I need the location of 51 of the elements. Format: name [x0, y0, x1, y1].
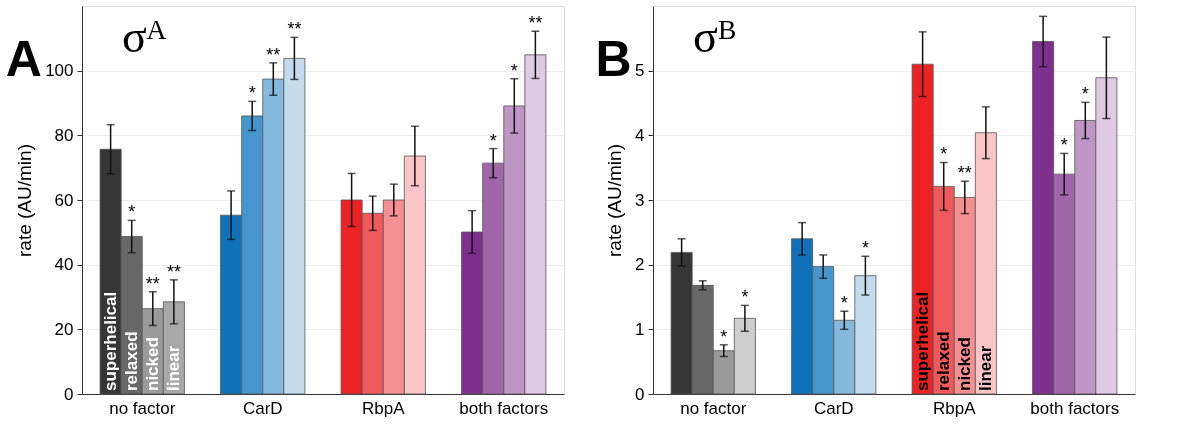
x-tick-label: CarD: [813, 398, 854, 418]
data-label: *: [1060, 135, 1068, 156]
x-tick-label: CarD: [242, 398, 283, 418]
y-tick-label: 5: [635, 61, 645, 81]
y-tick-label: 2: [635, 255, 645, 275]
data-label: *: [128, 202, 136, 223]
data-label: *: [1081, 84, 1089, 105]
data-label: *: [248, 83, 256, 104]
x-tick-label: both factors: [1030, 398, 1120, 418]
data-label: *: [510, 60, 518, 81]
annotation: linear: [975, 345, 995, 391]
y-tick-label: 40: [54, 255, 74, 275]
text: A: [5, 31, 42, 87]
y-tick-label: 0: [635, 384, 645, 404]
x-tick-label: no factor: [109, 398, 176, 418]
data-label: *: [861, 238, 869, 259]
y-tick-label: 100: [45, 61, 74, 81]
data-label: **: [287, 19, 302, 40]
data-label: *: [741, 287, 749, 308]
data-label: **: [145, 273, 160, 294]
y-tick-label: 4: [635, 125, 645, 145]
data-label: **: [957, 163, 972, 184]
y-tick-label: 3: [635, 190, 645, 210]
x-tick-label: both factors: [459, 398, 549, 418]
text: B: [595, 31, 632, 87]
data-label: **: [528, 13, 543, 34]
y-tick-label: 1: [635, 319, 645, 339]
data-label: **: [266, 44, 281, 65]
annotation: linear: [163, 345, 183, 391]
annotation: σᴮ: [693, 11, 736, 62]
x-tick-label: RbpA: [361, 398, 406, 418]
y-axis-title: rate (AU/min): [14, 144, 36, 257]
y-axis-title: rate (AU/min): [604, 144, 626, 257]
annotation: superhelical: [100, 291, 120, 391]
annotation: relaxed: [121, 331, 141, 391]
data-label: **: [166, 261, 181, 282]
annotation: relaxed: [933, 331, 953, 391]
y-tick-label: 60: [54, 190, 74, 210]
annotation: superhelical: [912, 291, 932, 391]
y-tick-label: 20: [54, 319, 74, 339]
x-tick-label: no factor: [680, 398, 747, 418]
data-label: *: [940, 144, 948, 165]
annotation: σᴬ: [122, 11, 167, 62]
data-label: *: [720, 326, 728, 347]
x-tick-label: RbpA: [932, 398, 977, 418]
annotation: nicked: [954, 337, 974, 391]
y-tick-label: 0: [64, 384, 74, 404]
data-label: *: [840, 293, 848, 314]
data-label: *: [489, 130, 497, 151]
annotation: nicked: [142, 337, 162, 391]
y-tick-label: 80: [54, 125, 74, 145]
